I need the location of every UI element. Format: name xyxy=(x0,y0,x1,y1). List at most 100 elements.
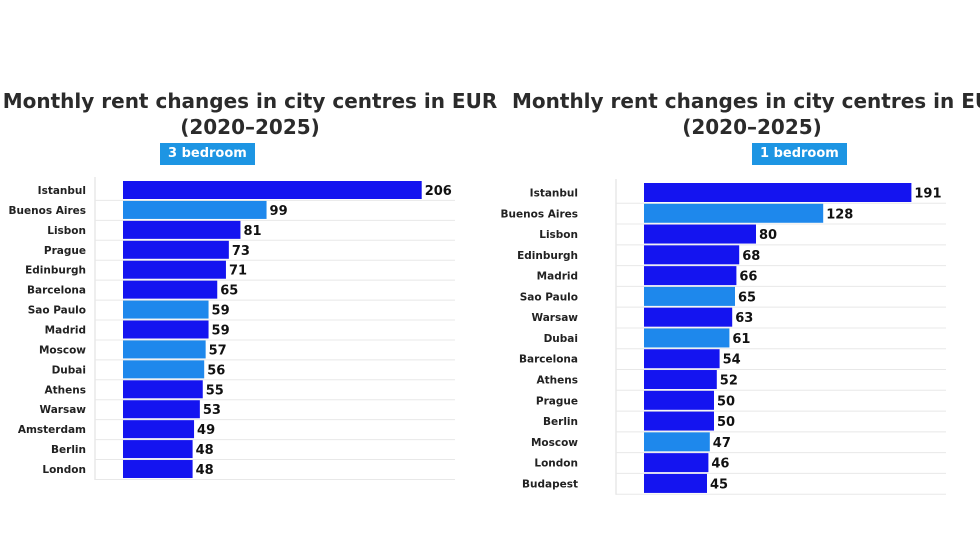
bar xyxy=(644,390,714,410)
bar xyxy=(644,370,717,390)
category-label: Buenos Aires xyxy=(501,208,578,220)
category-label: Moscow xyxy=(531,437,578,449)
bar xyxy=(123,280,218,299)
bar xyxy=(123,181,422,199)
data-label: 50 xyxy=(717,394,735,409)
bar xyxy=(123,380,203,399)
category-label: Sao Paulo xyxy=(520,291,578,303)
category-label: Berlin xyxy=(543,416,578,428)
bar xyxy=(644,349,720,369)
bar xyxy=(123,260,226,279)
category-label: Edinburgh xyxy=(25,265,86,277)
chart-title: Monthly rent changes in city centres in … xyxy=(0,88,500,140)
bar xyxy=(644,328,730,348)
bar xyxy=(644,307,733,327)
data-label: 46 xyxy=(711,457,729,472)
category-label: Dubai xyxy=(544,333,578,345)
chart-title: Monthly rent changes in city centres in … xyxy=(512,88,980,140)
bar xyxy=(123,320,209,339)
bar-chart-3-bedroom: Istanbul 206 Buenos Aires 99 Lisbon 81 Prague 7… xyxy=(9,177,455,480)
data-label: 48 xyxy=(196,443,214,458)
data-label: 191 xyxy=(914,187,941,202)
bar xyxy=(123,460,193,479)
chart-title-text: Monthly rent changes in city centres in … xyxy=(2,89,498,113)
bar xyxy=(644,183,912,202)
category-label: Prague xyxy=(44,245,86,257)
bar xyxy=(644,411,714,431)
data-label: 80 xyxy=(759,228,777,243)
data-label: 54 xyxy=(723,353,741,368)
data-label: 47 xyxy=(713,436,731,451)
category-label: Moscow xyxy=(39,344,86,356)
bar xyxy=(644,203,824,223)
data-label: 61 xyxy=(732,332,750,347)
category-label: London xyxy=(42,464,86,476)
bar xyxy=(123,440,193,459)
data-label: 81 xyxy=(243,224,261,239)
category-label: Barcelona xyxy=(519,354,578,366)
chart-panel-1-bedroom: Monthly rent changes in city centres in … xyxy=(490,0,980,550)
category-label: Amsterdam xyxy=(18,424,86,436)
category-label: Prague xyxy=(536,395,578,407)
category-label: Istanbul xyxy=(38,185,86,197)
chart-panel-3-bedroom: Monthly rent changes in city centres in … xyxy=(3,89,497,480)
category-label: Athens xyxy=(537,375,578,387)
badge-3-bedroom: 3 bedroom xyxy=(160,143,255,165)
category-label: Warsaw xyxy=(531,312,578,324)
data-label: 48 xyxy=(196,463,214,478)
data-label: 206 xyxy=(425,184,452,199)
category-label: Barcelona xyxy=(27,285,86,297)
category-label: London xyxy=(534,458,578,470)
category-label: Madrid xyxy=(45,325,86,337)
category-label: Edinburgh xyxy=(517,250,578,262)
bar xyxy=(644,286,735,306)
chart-subtitle-text: (2020–2025) xyxy=(180,115,320,139)
chart-subtitle-text: (2020–2025) xyxy=(682,115,822,139)
data-label: 128 xyxy=(826,207,853,222)
bar xyxy=(644,473,707,493)
bar xyxy=(123,300,209,319)
data-label: 63 xyxy=(735,311,753,326)
category-label: Athens xyxy=(45,384,86,396)
data-label: 65 xyxy=(738,290,756,305)
data-label: 68 xyxy=(742,249,760,264)
data-label: 57 xyxy=(209,343,227,358)
category-label: Buenos Aires xyxy=(9,205,86,217)
bar xyxy=(123,240,229,259)
data-label: 66 xyxy=(739,270,757,285)
category-label: Warsaw xyxy=(39,404,86,416)
category-label: Berlin xyxy=(51,444,86,456)
data-label: 53 xyxy=(203,403,221,418)
data-label: 59 xyxy=(212,304,230,319)
bar-chart-1-bedroom: Istanbul 191 Buenos Aires 128 Lisbon 80 Edinbu… xyxy=(501,179,946,495)
category-label: Sao Paulo xyxy=(28,305,86,317)
bar xyxy=(123,420,195,439)
data-label: 45 xyxy=(710,477,728,492)
bar xyxy=(644,224,756,244)
bar xyxy=(123,360,205,379)
data-label: 99 xyxy=(270,204,288,219)
bar xyxy=(123,340,206,359)
bar xyxy=(123,200,267,219)
bar xyxy=(644,245,740,265)
data-label: 56 xyxy=(207,363,225,378)
data-label: 55 xyxy=(206,383,224,398)
data-label: 73 xyxy=(232,244,250,259)
category-label: Lisbon xyxy=(539,229,578,241)
bar xyxy=(644,266,737,286)
category-label: Madrid xyxy=(537,271,578,283)
data-label: 52 xyxy=(720,374,738,389)
category-label: Dubai xyxy=(52,364,86,376)
data-label: 65 xyxy=(220,284,238,299)
bar xyxy=(644,432,710,452)
data-label: 71 xyxy=(229,264,247,279)
data-label: 59 xyxy=(212,324,230,339)
bar xyxy=(123,220,241,239)
chart-title-text: Monthly rent changes in city centres in … xyxy=(512,89,980,113)
bar xyxy=(644,453,709,473)
bar xyxy=(123,400,200,419)
category-label: Budapest xyxy=(522,478,578,490)
category-label: Lisbon xyxy=(47,225,86,237)
data-label: 49 xyxy=(197,423,215,438)
data-label: 50 xyxy=(717,415,735,430)
